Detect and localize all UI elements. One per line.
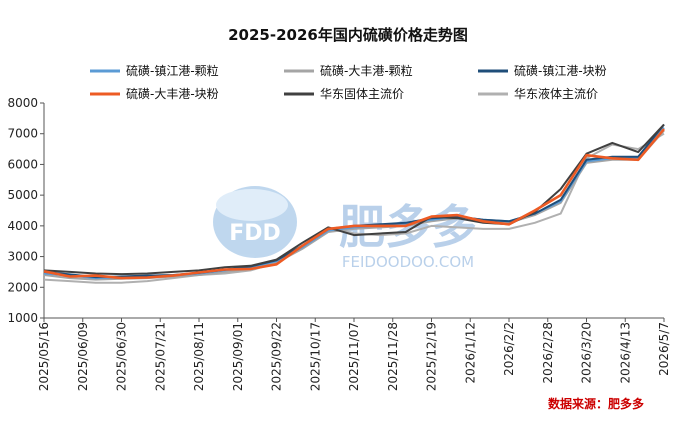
x-tick-label: 2025/11/28 [386, 322, 400, 391]
x-tick-label: 2026/2/2 [502, 322, 516, 376]
watermark-domain: FEIDOODOO.COM [342, 253, 474, 271]
legend-label: 华东固体主流价 [320, 87, 404, 101]
y-tick-label: 4000 [7, 219, 38, 233]
series-line [43, 123, 665, 276]
chart-series [43, 123, 665, 284]
x-tick-label: 2026/3/20 [580, 322, 594, 384]
watermark-logo-text: FDD [229, 221, 281, 246]
x-tick-label: 2025/10/17 [308, 322, 322, 391]
legend-label: 硫磺-大丰港-颗粒 [320, 63, 413, 78]
y-tick-label: 7000 [7, 127, 38, 141]
watermark-logo-shape [213, 186, 297, 258]
x-tick-label: 2025/09/01 [231, 322, 245, 391]
y-tick-label: 5000 [7, 188, 38, 202]
x-tick-label: 2025/06/30 [115, 322, 129, 391]
legend-label: 硫磺-大丰港-块粉 [126, 86, 219, 101]
x-tick-label: 2026/4/13 [618, 322, 632, 384]
y-tick-label: 6000 [7, 157, 38, 171]
series-line [43, 128, 665, 280]
y-tick-label: 8000 [7, 96, 38, 110]
x-tick-label: 2025/08/11 [192, 322, 206, 391]
x-tick-label: 2025/05/16 [37, 322, 51, 391]
legend-label: 硫磺-镇江港-块粉 [514, 63, 607, 78]
series-line [43, 132, 665, 284]
x-tick-label: 2026/1/12 [463, 322, 477, 384]
x-tick-label: 2025/12/19 [425, 322, 439, 391]
chart-axes: 1000 2000 3000 4000 5000 6000 7000 8000 2025/05/… [7, 96, 671, 391]
x-tick-label: 2026/5/7 [657, 322, 671, 376]
x-tick-label: 2025/07/21 [153, 322, 167, 391]
legend-label: 华东液体主流价 [514, 86, 598, 101]
y-tick-label: 3000 [7, 250, 38, 264]
chart-title: 2025-2026年国内硫磺价格走势图 [228, 26, 468, 44]
x-tick-label: 2025/06/09 [76, 322, 90, 391]
y-tick-label: 1000 [7, 311, 38, 325]
data-source-label: 数据来源：肥多多 [548, 396, 644, 411]
x-tick-label: 2025/09/22 [270, 322, 284, 391]
x-tick-label: 2025/11/07 [347, 322, 361, 391]
x-tick-label: 2026/2/28 [541, 322, 555, 384]
legend-label: 硫磺-镇江港-颗粒 [126, 63, 219, 78]
watermark-logo-shine [216, 189, 288, 221]
y-tick-label: 2000 [7, 280, 38, 294]
